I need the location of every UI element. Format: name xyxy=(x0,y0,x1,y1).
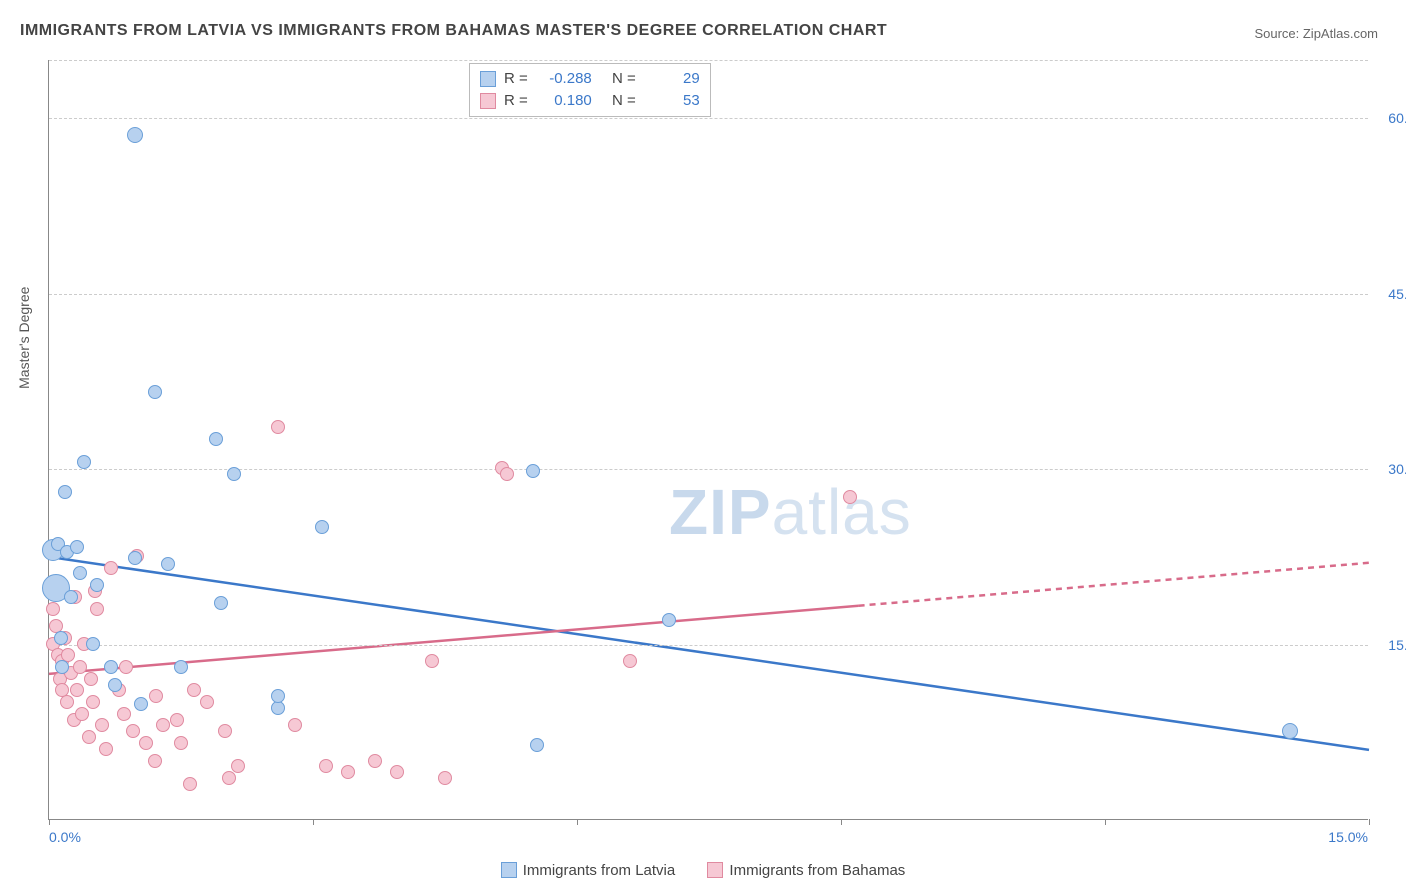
bahamas-point xyxy=(84,672,98,686)
bahamas-point xyxy=(843,490,857,504)
bahamas-point xyxy=(187,683,201,697)
x-tick-label: 0.0% xyxy=(49,829,81,845)
bahamas-point xyxy=(170,713,184,727)
bahamas-point xyxy=(319,759,333,773)
chart-title: IMMIGRANTS FROM LATVIA VS IMMIGRANTS FRO… xyxy=(20,22,887,40)
bahamas-point xyxy=(75,707,89,721)
bahamas-label: Immigrants from Bahamas xyxy=(729,862,905,879)
gridline xyxy=(49,118,1368,119)
bahamas-point xyxy=(90,602,104,616)
bahamas-point xyxy=(341,765,355,779)
trend-line xyxy=(859,563,1369,606)
series-legend: Immigrants from Latvia Immigrants from B… xyxy=(0,862,1406,883)
bahamas-point xyxy=(149,689,163,703)
y-axis-label: Master's Degree xyxy=(16,287,32,389)
latvia-label: Immigrants from Latvia xyxy=(523,862,676,879)
bahamas-point xyxy=(82,730,96,744)
latvia-point xyxy=(148,385,162,399)
latvia-point xyxy=(86,637,100,651)
latvia-point xyxy=(526,464,540,478)
bahamas-point xyxy=(119,660,133,674)
x-tick-minor xyxy=(1105,819,1106,825)
bahamas-point xyxy=(390,765,404,779)
bahamas-point xyxy=(139,736,153,750)
bahamas-point xyxy=(73,660,87,674)
legend-item-latvia: Immigrants from Latvia xyxy=(501,862,676,879)
latvia-point xyxy=(73,566,87,580)
latvia-point xyxy=(209,432,223,446)
bahamas-point xyxy=(126,724,140,738)
latvia-point xyxy=(227,467,241,481)
latvia-point xyxy=(1282,723,1298,739)
bahamas-point xyxy=(99,742,113,756)
latvia-point xyxy=(662,613,676,627)
bahamas-point xyxy=(174,736,188,750)
x-tick-label: 15.0% xyxy=(1328,829,1368,845)
latvia-point xyxy=(58,485,72,499)
x-tick-minor xyxy=(49,819,50,825)
latvia-point xyxy=(315,520,329,534)
bahamas-point xyxy=(231,759,245,773)
latvia-point xyxy=(104,660,118,674)
latvia-swatch xyxy=(501,862,517,878)
latvia-point xyxy=(127,127,143,143)
latvia-point xyxy=(55,660,69,674)
bahamas-point xyxy=(200,695,214,709)
latvia-point xyxy=(214,596,228,610)
bahamas-point xyxy=(86,695,100,709)
y-tick-label: 15.0% xyxy=(1373,637,1406,653)
bahamas-point xyxy=(104,561,118,575)
bahamas-point xyxy=(368,754,382,768)
bahamas-point xyxy=(95,718,109,732)
y-tick-label: 45.0% xyxy=(1373,286,1406,302)
bahamas-point xyxy=(271,420,285,434)
bahamas-point xyxy=(288,718,302,732)
legend-item-bahamas: Immigrants from Bahamas xyxy=(707,862,905,879)
bahamas-point xyxy=(218,724,232,738)
gridline xyxy=(49,294,1368,295)
bahamas-point xyxy=(60,695,74,709)
trend-lines xyxy=(49,60,1368,819)
gridline xyxy=(49,469,1368,470)
x-tick-minor xyxy=(841,819,842,825)
latvia-point xyxy=(530,738,544,752)
bahamas-point xyxy=(117,707,131,721)
bahamas-point xyxy=(623,654,637,668)
bahamas-point xyxy=(438,771,452,785)
latvia-point xyxy=(90,578,104,592)
x-tick-minor xyxy=(313,819,314,825)
latvia-point xyxy=(128,551,142,565)
plot-area: ZIPatlas R = -0.288 N = 29 R = 0.180 N =… xyxy=(48,60,1368,820)
bahamas-point xyxy=(148,754,162,768)
x-tick-minor xyxy=(577,819,578,825)
gridline xyxy=(49,60,1368,61)
y-tick-label: 30.0% xyxy=(1373,461,1406,477)
latvia-point xyxy=(134,697,148,711)
latvia-point xyxy=(174,660,188,674)
latvia-point xyxy=(161,557,175,571)
gridline xyxy=(49,645,1368,646)
bahamas-point xyxy=(70,683,84,697)
latvia-point xyxy=(64,590,78,604)
y-tick-label: 60.0% xyxy=(1373,110,1406,126)
bahamas-point xyxy=(156,718,170,732)
x-tick-minor xyxy=(1369,819,1370,825)
bahamas-point xyxy=(222,771,236,785)
source-text: Source: ZipAtlas.com xyxy=(1254,26,1378,41)
bahamas-point xyxy=(46,602,60,616)
latvia-point xyxy=(271,689,285,703)
latvia-point xyxy=(108,678,122,692)
latvia-point xyxy=(77,455,91,469)
latvia-point xyxy=(70,540,84,554)
bahamas-swatch xyxy=(707,862,723,878)
bahamas-point xyxy=(500,467,514,481)
latvia-point xyxy=(54,631,68,645)
trend-line xyxy=(49,557,1369,750)
bahamas-point xyxy=(425,654,439,668)
bahamas-point xyxy=(183,777,197,791)
